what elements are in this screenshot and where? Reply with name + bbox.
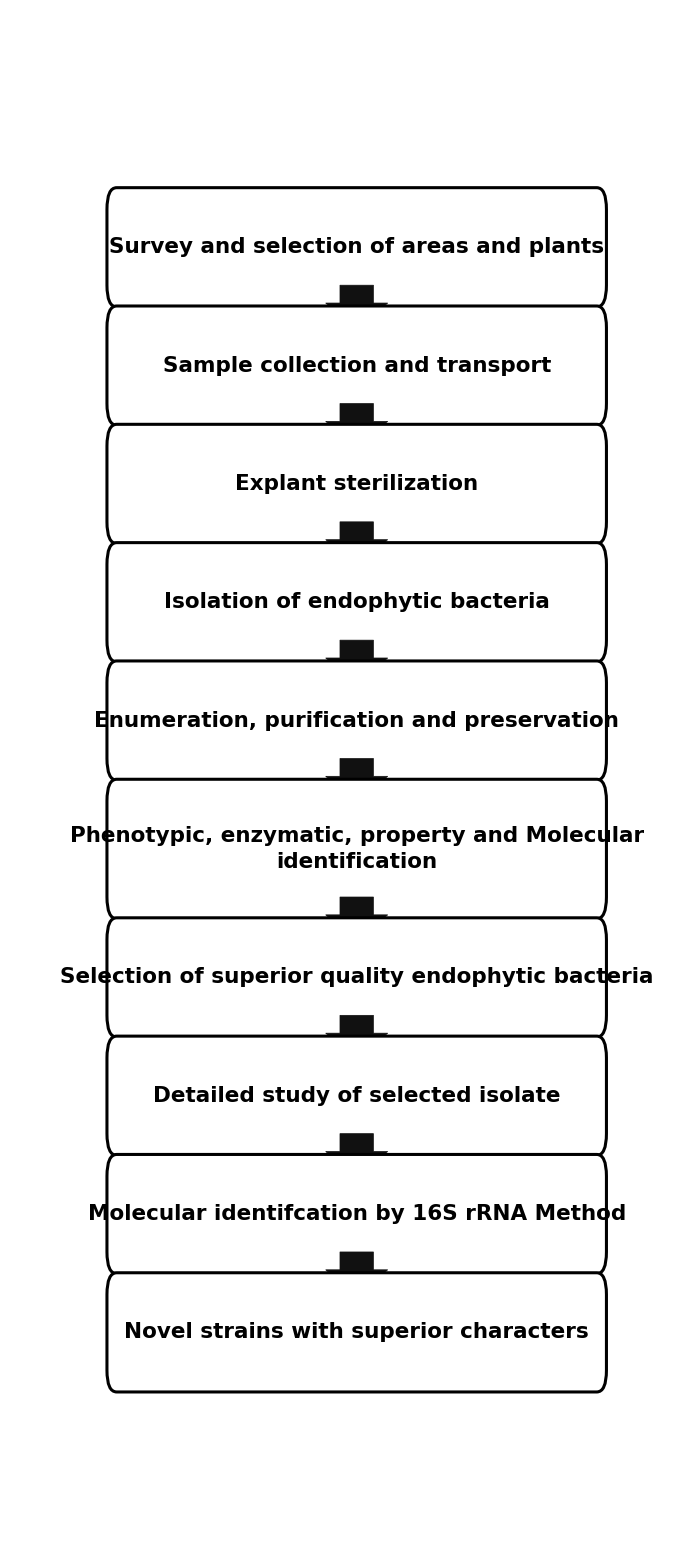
Text: Explant sterilization: Explant sterilization — [235, 474, 478, 494]
Polygon shape — [326, 522, 388, 565]
FancyBboxPatch shape — [107, 1273, 606, 1392]
Polygon shape — [326, 1134, 388, 1176]
Text: Survey and selection of areas and plants: Survey and selection of areas and plants — [109, 238, 604, 258]
Text: Isolation of endophytic bacteria: Isolation of endophytic bacteria — [164, 593, 550, 612]
Text: Phenotypic, enzymatic, property and Molecular
identification: Phenotypic, enzymatic, property and Mole… — [70, 826, 644, 871]
Polygon shape — [326, 285, 388, 328]
Text: Selection of superior quality endophytic bacteria: Selection of superior quality endophytic… — [60, 968, 654, 987]
Polygon shape — [326, 1251, 388, 1295]
FancyBboxPatch shape — [107, 662, 606, 780]
Polygon shape — [326, 759, 388, 801]
Text: Enumeration, purification and preservation: Enumeration, purification and preservati… — [94, 710, 619, 730]
Polygon shape — [326, 1015, 388, 1057]
Polygon shape — [326, 898, 388, 940]
Text: Molecular identifcation by 16S rRNA Method: Molecular identifcation by 16S rRNA Meth… — [88, 1204, 626, 1225]
FancyBboxPatch shape — [107, 918, 606, 1037]
FancyBboxPatch shape — [107, 1154, 606, 1273]
Polygon shape — [326, 640, 388, 682]
Polygon shape — [326, 404, 388, 446]
Text: Sample collection and transport: Sample collection and transport — [162, 355, 551, 375]
Text: Novel strains with superior characters: Novel strains with superior characters — [125, 1322, 589, 1342]
FancyBboxPatch shape — [107, 543, 606, 662]
FancyBboxPatch shape — [107, 424, 606, 544]
Text: Detailed study of selected isolate: Detailed study of selected isolate — [153, 1085, 560, 1106]
FancyBboxPatch shape — [107, 779, 606, 918]
FancyBboxPatch shape — [107, 188, 606, 307]
FancyBboxPatch shape — [107, 307, 606, 425]
FancyBboxPatch shape — [107, 1035, 606, 1156]
